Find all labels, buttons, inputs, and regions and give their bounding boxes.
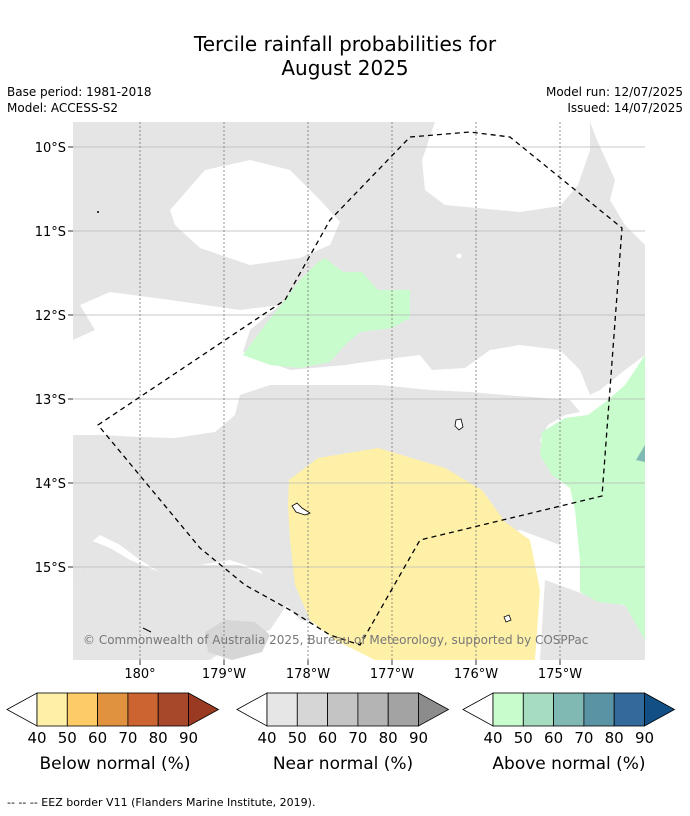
colorbar-tick-label: 50 — [58, 729, 77, 747]
colorbar-swatch — [583, 692, 615, 727]
longitude-labels: 180° 179°W 178°W 177°W 176°W 175°W — [124, 660, 582, 682]
lat-label: 11°S — [35, 225, 66, 240]
colorbar-swatch — [387, 692, 419, 727]
colorbar-swatch — [266, 692, 298, 727]
meta-left: Base period: 1981-2018 Model: ACCESS-S2 — [7, 84, 152, 116]
colorbar-max-arrow — [418, 692, 450, 727]
colorbar-tick-label: 40 — [483, 729, 502, 747]
longitude-gridlines — [139, 122, 561, 660]
lat-label: 13°S — [35, 393, 66, 408]
map-area — [73, 122, 645, 660]
colorbar-swatch — [97, 692, 129, 727]
lat-label: 14°S — [35, 477, 66, 492]
colorbar-0: 40 50 60 70 80 90 — [6, 692, 220, 747]
lat-label: 10°S — [35, 141, 66, 156]
white-region-ne — [590, 122, 645, 245]
colorbar-max-arrow — [188, 692, 220, 727]
above-normal-region-center — [243, 258, 410, 368]
model-run: Model run: 12/07/2025 — [545, 85, 683, 99]
copyright-notice: © Commonwealth of Australia 2025, Bureau… — [83, 633, 589, 647]
lon-label: 176°W — [454, 667, 498, 682]
colorbar-swatch — [66, 692, 99, 727]
grey-patch-dark — [205, 620, 270, 660]
eez-footer-note: -- -- -- EEZ border V11 (Flanders Marine… — [7, 796, 316, 809]
grey-patch-se — [540, 580, 645, 660]
issued-date: Issued: 14/07/2025 — [567, 101, 683, 115]
colorbar-swatch — [553, 692, 585, 727]
colorbar-min-arrow — [6, 692, 38, 727]
colorbar-label-below: Below normal (%) — [39, 754, 191, 774]
map-title: Tercile rainfall probabilities for Augus… — [0, 32, 690, 80]
colorbar-tick-label: 40 — [27, 729, 46, 747]
latitude-gridlines — [73, 146, 645, 568]
above-normal-region-east — [540, 355, 645, 640]
base-period: Base period: 1981-2018 — [7, 85, 152, 99]
title-line-2: August 2025 — [281, 56, 409, 80]
colorbar-2: 40 50 60 70 80 90 — [462, 692, 676, 747]
colorbar-tick-label: 70 — [348, 729, 367, 747]
colorbar-tick-label: 40 — [257, 729, 276, 747]
colorbar-swatch — [522, 692, 554, 727]
lat-label: 15°S — [35, 561, 66, 576]
lat-label: 12°S — [35, 309, 66, 324]
island-4 — [97, 211, 99, 213]
latitude-labels: 10°S 11°S 12°S 13°S 14°S 15°S — [35, 141, 73, 576]
island-6 — [456, 253, 462, 259]
colorbar-tick-label: 90 — [409, 729, 428, 747]
colorbar-swatch — [36, 692, 68, 727]
colorbar-swatch — [127, 692, 159, 727]
colorbar-swatch — [296, 692, 328, 727]
white-region-north — [265, 122, 590, 212]
colorbar-tick-label: 70 — [574, 729, 593, 747]
colorbar-swatch — [357, 692, 389, 727]
colorbar-tick-label: 90 — [179, 729, 198, 747]
meta-right: Model run: 12/07/2025 Issued: 14/07/2025 — [546, 84, 683, 116]
colorbar-swatch — [613, 692, 645, 727]
colorbar-label-above: Above normal (%) — [492, 754, 646, 774]
colorbar-label-near: Near normal (%) — [272, 754, 414, 774]
lon-label: 178°W — [286, 667, 330, 682]
title-line-1: Tercile rainfall probabilities for — [193, 32, 497, 56]
colorbar-swatch — [492, 692, 524, 727]
colorbar-tick-label: 50 — [288, 729, 307, 747]
island-2 — [291, 502, 311, 516]
colorbar-max-arrow — [644, 692, 676, 727]
colorbar-tick-label: 90 — [635, 729, 654, 747]
colorbar-swatch — [157, 692, 189, 727]
lon-label: 175°W — [538, 667, 582, 682]
island-5 — [142, 627, 152, 633]
lon-label: 180° — [124, 667, 155, 682]
colorbar-tick-label: 60 — [88, 729, 107, 747]
model-name: Model: ACCESS-S2 — [7, 101, 119, 115]
colorbar-swatch — [327, 692, 359, 727]
lon-label: 177°W — [370, 667, 414, 682]
eez-border — [97, 131, 623, 646]
colorbars: 40 50 60 70 80 90 40 50 60 70 80 90 40 50 60 70 80 90 — [6, 692, 676, 747]
colorbar-tick-label: 80 — [379, 729, 398, 747]
colorbar-min-arrow — [462, 692, 494, 727]
below-normal-region — [288, 448, 540, 660]
colorbar-tick-label: 50 — [514, 729, 533, 747]
lon-label: 179°W — [202, 667, 246, 682]
colorbar-tick-label: 80 — [149, 729, 168, 747]
island-3 — [503, 614, 512, 623]
colorbar-tick-label: 60 — [544, 729, 563, 747]
colorbar-1: 40 50 60 70 80 90 — [236, 692, 450, 747]
colorbar-tick-label: 70 — [118, 729, 137, 747]
above-normal-dark-patch — [636, 445, 645, 462]
colorbar-tick-label: 80 — [605, 729, 624, 747]
colorbar-tick-label: 60 — [318, 729, 337, 747]
island-1 — [454, 418, 464, 431]
colorbar-min-arrow — [236, 692, 268, 727]
